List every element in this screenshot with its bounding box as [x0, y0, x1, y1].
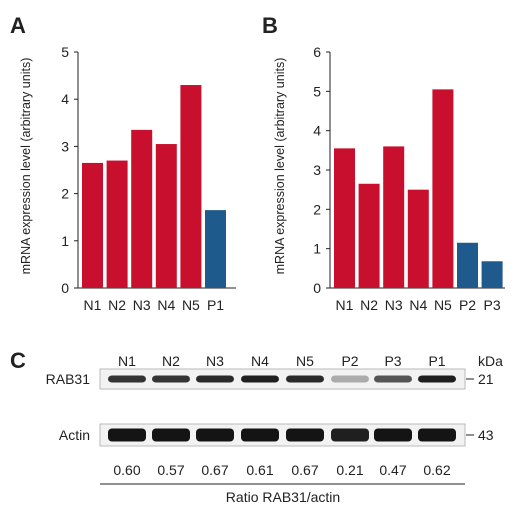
panel-a-x-tick-label: N2	[108, 297, 126, 313]
blot-band	[152, 428, 190, 442]
panel-a-x-tick-label: N5	[182, 297, 200, 313]
panel-a-bar	[180, 85, 202, 288]
lane-label: N4	[251, 353, 269, 369]
panel-a-letter: A	[10, 13, 26, 38]
lane-label: N5	[296, 353, 314, 369]
ratio-label: Ratio RAB31/actin	[226, 489, 340, 505]
blot-band	[286, 428, 324, 442]
panel-a-bar	[106, 160, 128, 288]
blot-band	[241, 428, 279, 442]
panel-a-bar	[82, 162, 103, 288]
blot-band	[108, 375, 146, 383]
panel-b-y-tick-label: 2	[313, 201, 321, 217]
panel-c-letter: C	[10, 348, 26, 373]
panel-a-y-tick-label: 4	[61, 91, 69, 107]
blot-row-label: RAB31	[46, 371, 91, 387]
ratio-value: 0.57	[157, 462, 184, 478]
panel-b-chart: B mRNA expression level (arbitrary units…	[262, 13, 505, 313]
panel-b-bar	[334, 148, 355, 288]
panel-b-x-tick-label: N1	[336, 297, 354, 313]
ratio-value: 0.21	[336, 462, 363, 478]
panel-a-y-tick-label: 5	[61, 44, 69, 60]
ratio-value: 0.61	[246, 462, 273, 478]
panel-b-y-tick-label: 3	[313, 162, 321, 178]
panel-a-bar	[205, 210, 226, 288]
panel-b-x-tick-label: N3	[385, 297, 403, 313]
blot-band	[152, 375, 190, 383]
panel-a-x-tick-label: P1	[207, 297, 224, 313]
panel-a-y-tick-label: 2	[61, 186, 69, 202]
ratio-value: 0.67	[291, 462, 318, 478]
panel-a-bar	[131, 129, 153, 288]
lane-label: N1	[118, 353, 136, 369]
lane-label: P2	[341, 353, 358, 369]
panel-b-x-tick-label: P3	[484, 297, 501, 313]
blot-band	[286, 375, 324, 383]
panel-b-x-tick-label: N5	[434, 297, 452, 313]
ratio-value: 0.60	[113, 462, 140, 478]
blot-band	[196, 375, 234, 383]
panel-b-letter: B	[262, 13, 278, 38]
panel-a-x-tick-label: N3	[133, 297, 151, 313]
panel-b-y-tick-label: 5	[313, 83, 321, 99]
blot-row-label: Actin	[59, 427, 90, 443]
panel-b-y-tick-label: 6	[313, 44, 321, 60]
panel-a-y-tick-label: 3	[61, 138, 69, 154]
panel-b-x-tick-label: P2	[459, 297, 476, 313]
panel-b-bar	[383, 146, 405, 288]
kda-value: 21	[478, 371, 494, 387]
ratio-value: 0.47	[379, 462, 406, 478]
panel-b-x-tick-label: N4	[409, 297, 427, 313]
kda-header: kDa	[478, 353, 503, 369]
panel-b-x-tick-label: N2	[360, 297, 378, 313]
lane-label: P3	[384, 353, 401, 369]
panel-a-x-tick-label: N1	[84, 297, 102, 313]
blot-band	[418, 428, 456, 442]
blot-band	[331, 428, 369, 442]
panel-c-western-blot: C kDa N1 N2 N3 N4 N5 P2 P3 P1 RAB31 21 Actin 43 0.60…	[10, 348, 503, 505]
lane-label: N2	[162, 353, 180, 369]
blot-band	[108, 428, 146, 442]
lane-label: P1	[428, 353, 445, 369]
kda-value: 43	[478, 427, 494, 443]
panel-b-bar	[407, 189, 429, 288]
panel-b-ylabel: mRNA expression level (arbitrary units)	[273, 58, 287, 275]
blot-strip	[99, 423, 466, 447]
panel-a-chart: A mRNA expression level (arbitrary units…	[10, 13, 236, 313]
blot-band	[374, 375, 412, 383]
panel-a-y-tick-label: 0	[61, 280, 69, 296]
blot-band	[241, 375, 279, 383]
panel-b-bar	[481, 261, 503, 288]
blot-strip	[99, 368, 466, 390]
panel-b-y-tick-label: 1	[313, 241, 321, 257]
panel-a-y-tick-label: 1	[61, 233, 69, 249]
panel-b-bar	[432, 89, 454, 288]
panel-a-bar	[155, 144, 177, 288]
panel-a-x-tick-label: N4	[157, 297, 175, 313]
panel-b-bar	[358, 183, 380, 288]
lane-label: N3	[206, 353, 224, 369]
blot-band	[374, 428, 412, 442]
panel-a-ylabel: mRNA expression level (arbitrary units)	[19, 58, 33, 275]
panel-b-bar	[457, 242, 478, 288]
blot-band	[418, 375, 456, 383]
panel-b-y-tick-label: 0	[313, 280, 321, 296]
panel-b-y-tick-label: 4	[313, 123, 321, 139]
ratio-value: 0.62	[423, 462, 450, 478]
blot-band	[331, 375, 369, 383]
ratio-value: 0.67	[201, 462, 228, 478]
blot-band	[196, 428, 234, 442]
